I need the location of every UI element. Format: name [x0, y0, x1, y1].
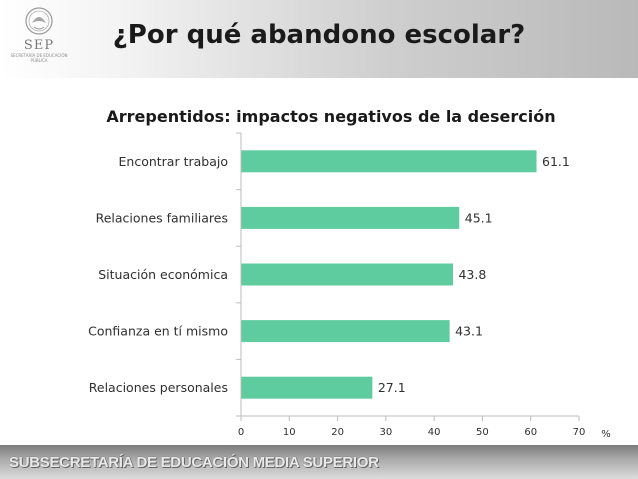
bar — [241, 376, 373, 399]
page-title: ¿Por qué abandono escolar? — [112, 20, 526, 50]
header-banner: SEP Secretaría de Educación Pública ¿Por… — [0, 0, 638, 78]
x-tick-label: 50 — [476, 427, 489, 438]
bar — [241, 320, 450, 343]
bar-value-label: 45.1 — [465, 210, 493, 225]
x-tick-label: 20 — [331, 427, 344, 438]
sep-logo-text: SEP — [23, 38, 55, 53]
sep-logo-subtext: Secretaría de Educación Pública — [10, 53, 68, 63]
footer-text: SUBSECRETARÍA DE EDUCACIÓN MEDIA SUPERIO… — [9, 454, 379, 471]
chart-title: Arrepentidos: impactos negativos de la d… — [106, 107, 555, 126]
sep-logo: SEP Secretaría de Educación Pública — [6, 6, 72, 76]
x-axis-unit-label: % — [601, 429, 611, 440]
bar-chart: Arrepentidos: impactos negativos de la d… — [88, 107, 611, 440]
x-tick-label: 10 — [283, 427, 296, 438]
category-label: Relaciones personales — [89, 380, 228, 395]
x-tick-label: 30 — [379, 427, 392, 438]
x-tick-label: 70 — [573, 427, 586, 438]
bar-value-label: 43.8 — [458, 267, 486, 282]
coat-of-arms-icon — [25, 7, 53, 35]
category-label: Relaciones familiares — [96, 210, 228, 225]
x-tick-label: 0 — [238, 427, 244, 438]
bar — [241, 206, 460, 229]
category-label: Situación económica — [98, 267, 228, 282]
bar-value-label: 61.1 — [542, 154, 570, 169]
category-label: Confianza en tí mismo — [88, 324, 228, 339]
chart-plot-area: 0 10 20 30 40 50 60 70 % Encontrar trabajo 61.1 Rel… — [88, 132, 611, 440]
bar-value-label: 43.1 — [455, 324, 483, 339]
category-label: Encontrar trabajo — [119, 154, 229, 169]
bar — [241, 263, 453, 286]
x-tick-label: 40 — [428, 427, 441, 438]
bar-value-label: 27.1 — [378, 380, 406, 395]
bar — [241, 150, 537, 173]
x-tick-label: 60 — [524, 427, 537, 438]
footer-banner: SUBSECRETARÍA DE EDUCACIÓN MEDIA SUPERIO… — [0, 445, 638, 479]
